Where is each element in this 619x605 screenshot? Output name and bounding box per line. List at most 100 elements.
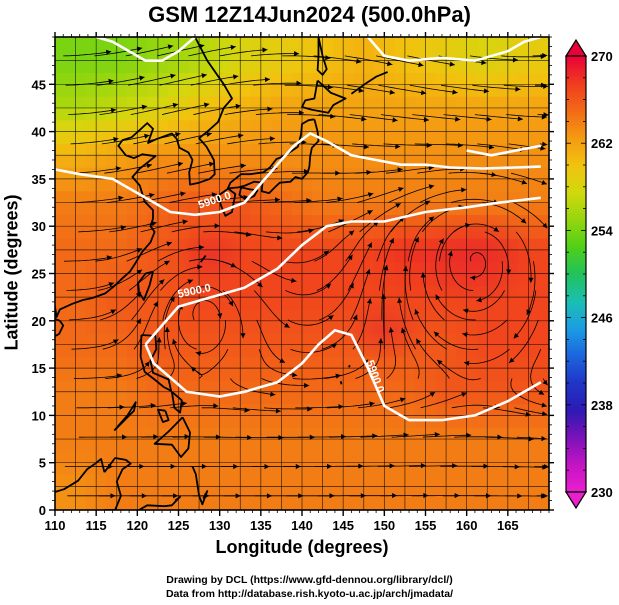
streamline-arrow [506,269,512,275]
streamline-arrow [542,53,548,59]
streamline [138,192,186,203]
streamline-arrow [358,87,364,93]
streamline-arrow [541,82,547,88]
streamline-arrow [392,117,398,123]
streamline-arrow [136,318,141,325]
x-tick-label: 145 [332,518,354,533]
streamline-arrow [399,397,406,403]
streamline [409,84,458,94]
streamline [453,223,500,233]
streamline [133,133,181,145]
credit-data-source: Data from http://database.rish.kyoto-u.a… [165,588,454,600]
streamline [192,300,221,321]
streamline-arrow [277,235,283,241]
streamline [436,359,481,381]
streamline [193,105,241,115]
streamline-arrow [164,260,170,266]
streamline [407,55,455,66]
streamline-arrow [240,163,246,169]
streamline [415,338,450,379]
streamline [73,167,122,174]
streamline [502,466,548,468]
streamline [391,433,440,438]
streamline [64,256,113,262]
streamline [407,216,435,262]
x-tick-label: 165 [497,518,519,533]
streamline-arrow [330,113,336,119]
streamline [316,254,353,291]
streamline [450,198,499,204]
streamline-arrow [461,392,467,397]
streamline [200,196,249,203]
coastline-segment [55,458,106,493]
streamline [234,231,283,239]
streamline-arrow [182,219,188,225]
streamline-arrow [541,402,547,408]
temperature-field [55,37,549,510]
map-title: GSM 12Z14Jun2024 (500.0hPa) [148,2,471,27]
streamline-arrow [274,197,281,203]
streamline-arrow [267,106,273,112]
streamline [347,84,396,94]
streamline [408,465,458,467]
streamline-arrow [120,225,126,231]
streamline [326,402,375,409]
streamline [105,361,150,379]
streamline-arrow [304,382,310,389]
streamline-arrow [433,331,440,337]
y-tick-label: 15 [32,361,46,376]
streamline-arrow [198,244,205,250]
streamline [357,398,406,409]
streamline [222,290,244,339]
streamline-arrow [528,277,534,283]
streamline [96,76,145,86]
streamline-arrow [434,431,440,438]
streamline [251,260,297,282]
streamline [130,103,179,115]
streamline [222,78,271,86]
streamline [443,114,492,120]
streamline-arrow [512,57,518,63]
streamline [140,220,188,233]
streamline-arrow [136,46,143,52]
streamline [514,407,548,415]
streamline [191,286,234,307]
streamline-arrow [365,269,371,275]
streamline-arrow [429,392,436,397]
streamline-arrow [108,282,115,287]
streamline [159,74,207,86]
streamline [325,193,374,203]
streamline-arrow [197,264,203,270]
streamline-arrow [367,192,374,198]
streamline-arrow [298,110,305,116]
streamline-arrow [135,291,142,298]
x-tick-label: 115 [86,518,107,533]
streamline [109,222,157,233]
streamline [435,238,444,291]
credit-dcl: Drawing by DCL (https://www.gfd-dennou.o… [166,574,453,586]
streamline-arrow [437,359,443,366]
streamline-arrow [488,144,495,150]
streamline-arrow [388,327,394,333]
coastline-segment [157,408,170,423]
streamline-arrow [113,136,119,142]
streamline [314,230,355,262]
streamline [190,75,239,86]
streamline [462,319,508,336]
streamline [318,114,367,120]
streamline-arrow [383,265,389,271]
streamline-arrow [238,133,244,139]
streamline [190,349,229,375]
streamline [385,166,434,174]
streamline-arrow [187,279,193,285]
streamline-arrow [293,51,300,57]
streamline [66,282,115,291]
streamline [383,143,432,146]
streamline-arrow [541,435,547,442]
coastline-segment [316,37,328,76]
streamline [141,436,190,438]
streamline [78,226,127,233]
streamline-arrow [424,200,431,206]
streamline [320,143,370,148]
streamline [382,293,385,350]
